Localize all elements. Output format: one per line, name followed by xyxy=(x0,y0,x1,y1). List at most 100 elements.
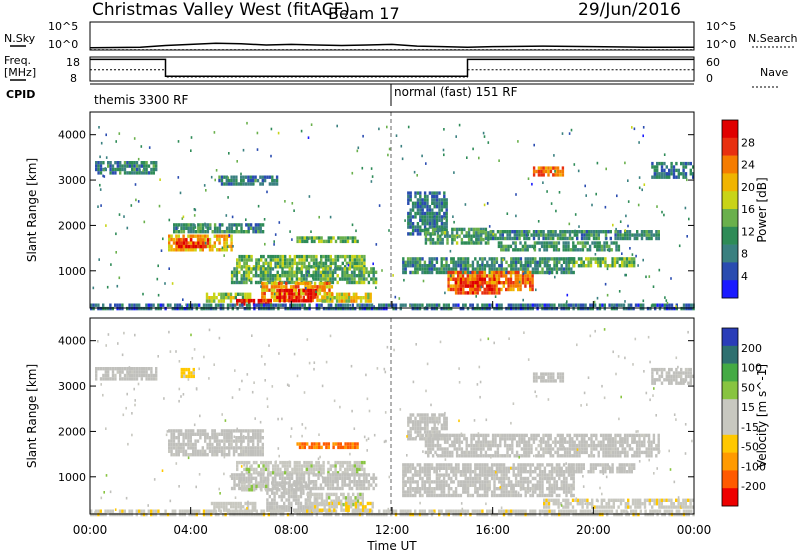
power-ytick-label: 2000 xyxy=(58,219,86,232)
velocity-scatter-patch xyxy=(296,442,359,450)
beam-label: Beam 17 xyxy=(328,4,400,23)
power-colorbar-segment xyxy=(722,120,738,139)
velocity-colorbar-segment xyxy=(722,363,738,382)
power-colorbar-tick: 20 xyxy=(741,181,755,194)
power-scatter-patch xyxy=(454,277,501,295)
power-scatter-patch xyxy=(230,267,378,285)
velocity-colorbar-tick: 50 xyxy=(741,381,755,394)
velocity-colorbar-tick: -100 xyxy=(741,460,766,473)
power-ylabel: Slant Range [km] xyxy=(25,158,39,262)
velocity-colorbar-segment xyxy=(722,470,738,489)
velocity-colorbar-segment xyxy=(722,434,738,453)
velocity-scatter-patch xyxy=(180,367,195,379)
power-scatter-patch xyxy=(175,238,210,249)
power-colorbar-frame xyxy=(721,119,739,299)
power-scatter-patch xyxy=(480,230,660,241)
velocity-colorbar-tick: -50 xyxy=(741,441,759,454)
velocity-colorbar-segment xyxy=(722,399,738,418)
velocity-scatter-patch xyxy=(543,498,695,509)
velocity-scatter-patch xyxy=(241,481,268,492)
power-ytick-label: 1000 xyxy=(58,265,86,278)
velocity-panel xyxy=(90,318,694,514)
freq-panel xyxy=(89,56,695,82)
velocity-colorbar-segment xyxy=(722,488,738,507)
power-scatter-patch xyxy=(296,236,359,244)
cpid-mode-themis: themis 3300 RF xyxy=(94,93,188,107)
date-label: 29/Jun/2016 xyxy=(578,0,681,20)
x-tick-label: 20:00 xyxy=(576,523,611,537)
nsky-panel xyxy=(89,21,695,51)
x-tick-label: 00:00 xyxy=(73,523,108,537)
power-scatter-patch xyxy=(90,303,695,311)
velocity-scatter-patch xyxy=(568,463,636,474)
velocity-colorbar-segment xyxy=(722,417,738,436)
velocity-scatter-patch xyxy=(402,463,575,498)
power-scatter-patch xyxy=(276,288,317,303)
x-tick-label: 00:00 xyxy=(677,523,712,537)
power-scatter-patch xyxy=(236,254,366,269)
power-colorbar-segment xyxy=(722,226,738,245)
velocity-ytick-label: 1000 xyxy=(58,471,86,484)
velocity-ytick-label: 3000 xyxy=(58,380,86,393)
nsearch-label: N.Search xyxy=(748,32,798,45)
cpid-mode-normal: normal (fast) 151 RF xyxy=(394,85,518,99)
nsearch-tick-bottom: 10^0 xyxy=(706,38,736,51)
velocity-colorbar-segment xyxy=(722,381,738,400)
power-colorbar-tick: 4 xyxy=(741,270,748,283)
velocity-colorbar-segment xyxy=(722,328,738,347)
freq-tick-bottom: 8 xyxy=(70,72,77,85)
nave-label: Nave xyxy=(760,66,788,79)
velocity-scatter-patch xyxy=(424,433,660,458)
cpid-label: CPID xyxy=(6,88,35,101)
x-axis-label: Time UT xyxy=(366,539,417,553)
power-colorbar-tick: 24 xyxy=(741,159,755,172)
x-tick-label: 04:00 xyxy=(173,523,208,537)
velocity-colorbar-frame xyxy=(721,327,739,507)
power-scatter-patch xyxy=(321,292,372,303)
power-colorbar-segment xyxy=(722,262,738,281)
velocity-scatter-patch xyxy=(311,501,374,512)
velocity-colorbar-tick: 15 xyxy=(741,401,755,414)
x-tick-label: 16:00 xyxy=(475,523,510,537)
power-colorbar-segment xyxy=(722,209,738,228)
velocity-colorbar-segment xyxy=(722,345,738,364)
power-colorbar-segment xyxy=(722,155,738,174)
velocity-colorbar-label: Velocity [m s^-1] xyxy=(755,364,769,468)
power-panel xyxy=(90,112,694,308)
power-scatter-patch xyxy=(497,241,621,252)
nsky-tick-top: 10^5 xyxy=(48,20,78,33)
nave-series-line xyxy=(90,69,694,78)
station-title: Christmas Valley West (fitACF) xyxy=(92,0,350,20)
power-colorbar-segment xyxy=(722,191,738,210)
power-scatter-patch xyxy=(651,161,695,179)
power-sparse-scatter xyxy=(92,121,690,311)
velocity-colorbar-tick: 100 xyxy=(741,362,762,375)
velocity-scatter-patch xyxy=(532,372,565,383)
freq-label: Freq. xyxy=(4,54,31,67)
velocity-ytick-label: 2000 xyxy=(58,425,86,438)
power-scatter-patch xyxy=(424,227,490,245)
velocity-colorbar-tick: -200 xyxy=(741,480,766,493)
nave-tick-bottom: 0 xyxy=(706,72,713,85)
power-ytick-label: 3000 xyxy=(58,174,86,187)
x-tick-label: 12:00 xyxy=(375,523,410,537)
velocity-ylabel: Slant Range [km] xyxy=(25,364,39,468)
freq-tick-top: 18 xyxy=(66,56,80,69)
velocity-ytick-label: 4000 xyxy=(58,335,86,348)
power-colorbar-segment xyxy=(722,173,738,192)
nsky-tick-bottom: 10^0 xyxy=(48,38,78,51)
power-colorbar-segment xyxy=(722,137,738,156)
freq-unit: [MHz] xyxy=(4,66,36,79)
power-colorbar-segment xyxy=(722,280,738,299)
power-colorbar-tick: 12 xyxy=(741,225,755,238)
velocity-colorbar-tick: 200 xyxy=(741,342,762,355)
power-colorbar-tick: 28 xyxy=(741,136,755,149)
power-colorbar-segment xyxy=(722,244,738,263)
power-colorbar-tick: 8 xyxy=(741,248,748,261)
velocity-colorbar-segment xyxy=(722,452,738,471)
x-tick-label: 08:00 xyxy=(274,523,309,537)
velocity-colorbar-tick: -15 xyxy=(741,421,759,434)
nsearch-tick-top: 10^5 xyxy=(706,20,736,33)
freq-series-line xyxy=(90,58,694,77)
